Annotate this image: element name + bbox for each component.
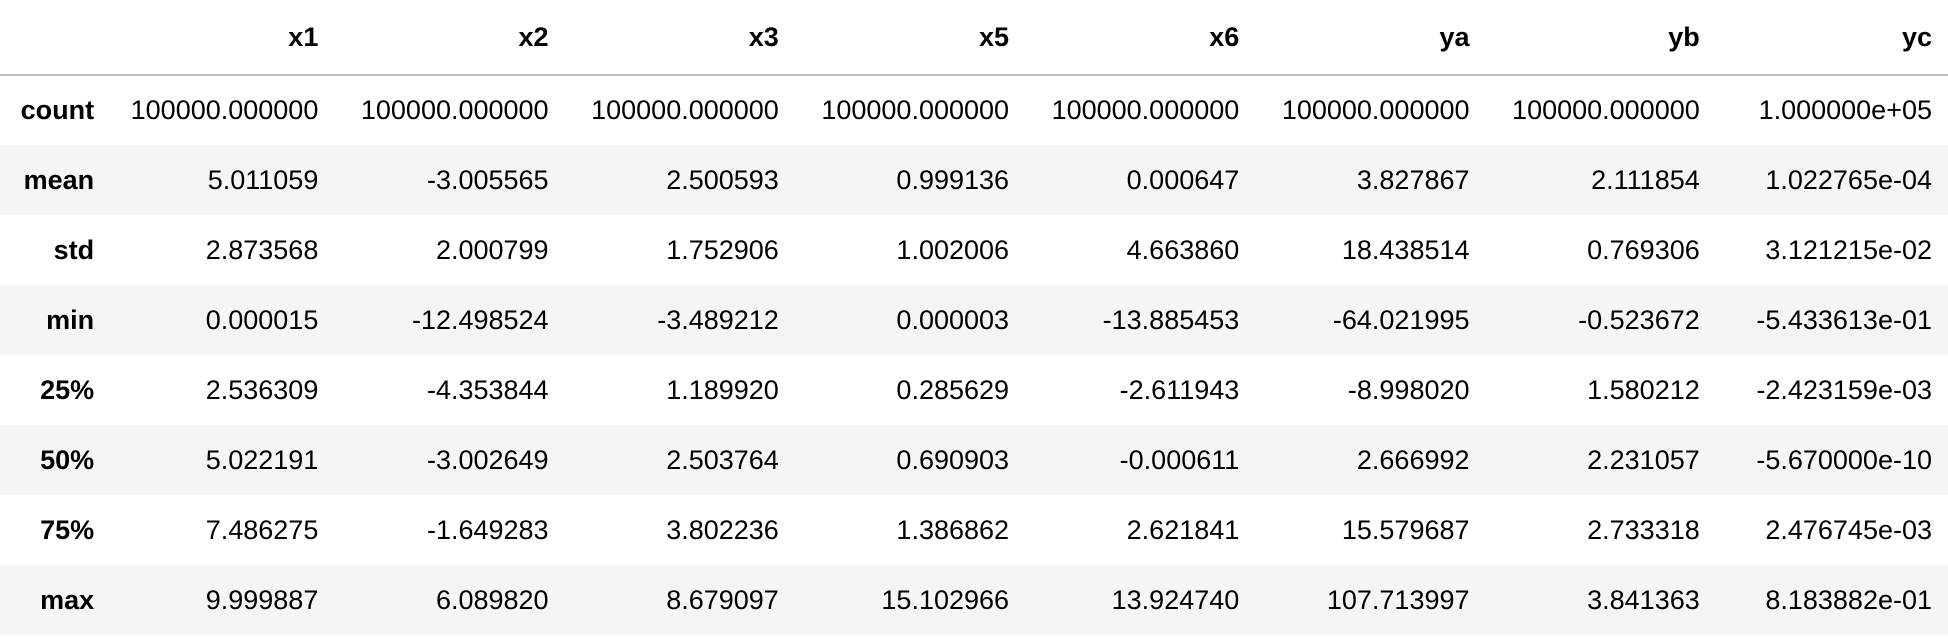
- table-cell: 1.000000e+05: [1758, 95, 1932, 125]
- table-cell: 2.733318: [1587, 514, 1700, 545]
- table-cell: 0.000647: [1126, 164, 1240, 195]
- table-cell: 1.002006: [896, 234, 1010, 265]
- row-label: count: [20, 95, 95, 125]
- table-cell: -64.021995: [1332, 304, 1470, 335]
- table-cell: 13.924740: [1111, 584, 1240, 615]
- table-row: max 9.999887 6.089820 8.679097 15.102966…: [0, 565, 1948, 635]
- table-cell: 8.183882e-01: [1765, 584, 1932, 615]
- table-cell: -5.433613e-01: [1756, 304, 1932, 335]
- table-cell: 1.022765e-04: [1765, 164, 1932, 195]
- table-row: min 0.000015 -12.498524 -3.489212 0.0000…: [0, 285, 1948, 355]
- table-row: count 100000.000000 100000.000000 100000…: [0, 75, 1948, 145]
- table-cell: -3.489212: [657, 304, 779, 335]
- table-row: mean 5.011059 -3.005565 2.500593 0.99913…: [0, 145, 1948, 215]
- table-row: 25% 2.536309 -4.353844 1.189920 0.285629…: [0, 355, 1948, 425]
- table-cell: 15.579687: [1341, 514, 1470, 545]
- table-cell: 0.769306: [1587, 234, 1700, 265]
- table-cell: 2.873568: [205, 234, 319, 265]
- table-cell: 1.189920: [666, 374, 779, 405]
- table-cell: 100000.000000: [591, 95, 779, 125]
- table-cell: -2.423159e-03: [1756, 374, 1932, 405]
- table-cell: 1.752906: [666, 234, 779, 265]
- table-cell: -3.005565: [426, 164, 549, 195]
- table-cell: 0.690903: [896, 444, 1010, 475]
- table-cell: -4.353844: [426, 374, 549, 405]
- table-cell: 2.500593: [666, 164, 779, 195]
- table-cell: 100000.000000: [1512, 95, 1700, 125]
- table-cell: 5.011059: [207, 164, 319, 195]
- table-cell: 2.000799: [435, 234, 549, 265]
- row-label: max: [40, 584, 95, 615]
- column-header: ya: [1259, 0, 1490, 76]
- table-cell: -0.523672: [1578, 304, 1700, 335]
- table-cell: -2.611943: [1119, 374, 1240, 405]
- table-cell: 18.438514: [1341, 234, 1470, 265]
- table-cell: 107.713997: [1326, 584, 1470, 615]
- table-cell: -8.998020: [1347, 374, 1470, 405]
- table-cell: 4.663860: [1126, 234, 1240, 265]
- table-cell: 9.999887: [205, 584, 319, 615]
- table-cell: 2.621841: [1126, 514, 1240, 545]
- table-cell: 100000.000000: [1281, 95, 1470, 125]
- table-row: std 2.873568 2.000799 1.752906 1.002006 …: [0, 215, 1948, 285]
- table-cell: 8.679097: [666, 584, 779, 615]
- row-label: 25%: [40, 374, 95, 405]
- row-label: 50%: [40, 444, 95, 475]
- table-cell: 0.999136: [896, 164, 1010, 195]
- column-header: yc: [1719, 0, 1948, 76]
- column-header: yb: [1489, 0, 1720, 76]
- table-cell: 1.580212: [1587, 374, 1700, 405]
- table-cell: 3.841363: [1587, 584, 1700, 615]
- table-cell: -0.000611: [1119, 444, 1240, 475]
- table-cell: 2.536309: [205, 374, 319, 405]
- table-cell: 6.089820: [435, 584, 549, 615]
- table-row: 75% 7.486275 -1.649283 3.802236 1.386862…: [0, 495, 1948, 565]
- column-header: x3: [568, 0, 799, 76]
- table-cell: 0.000003: [896, 304, 1010, 335]
- column-header: x1: [108, 0, 339, 76]
- table-cell: 2.476745e-03: [1765, 514, 1932, 545]
- table-cell: 2.231057: [1587, 444, 1700, 475]
- table-cell: -3.002649: [426, 444, 549, 475]
- table-row: 50% 5.022191 -3.002649 2.503764 0.690903…: [0, 425, 1948, 495]
- table-cell: 100000.000000: [130, 95, 319, 125]
- table-cell: 2.666992: [1356, 444, 1470, 475]
- row-label: min: [46, 304, 95, 335]
- table-cell: 7.486275: [205, 514, 319, 545]
- column-header: x6: [1029, 0, 1260, 76]
- table-cell: -13.885453: [1102, 304, 1240, 335]
- table-cell: 100000.000000: [1051, 95, 1240, 125]
- table-cell: 3.121215e-02: [1765, 234, 1932, 265]
- table-cell: 15.102966: [881, 584, 1010, 615]
- column-header: x5: [798, 0, 1030, 76]
- column-header: x2: [338, 0, 569, 76]
- header-row: x1 x2 x3 x5 x6 ya yb yc: [0, 0, 1948, 76]
- table-cell: -1.649283: [426, 514, 549, 545]
- table-cell: 5.022191: [205, 444, 319, 475]
- table-body: count 100000.000000 100000.000000 100000…: [0, 75, 1948, 635]
- row-label: mean: [23, 164, 95, 195]
- table-cell: 100000.000000: [821, 95, 1010, 125]
- row-label: std: [53, 234, 95, 265]
- row-label: 75%: [40, 514, 95, 545]
- table-cell: 2.503764: [666, 444, 779, 475]
- table-cell: 0.000015: [205, 304, 319, 335]
- table-cell: 3.802236: [666, 514, 779, 545]
- table-cell: 1.386862: [896, 514, 1010, 545]
- table-cell: 100000.000000: [360, 95, 549, 125]
- table-cell: 3.827867: [1356, 164, 1470, 195]
- table-cell: 2.111854: [1591, 164, 1700, 195]
- table-cell: 0.285629: [896, 374, 1010, 405]
- table-cell: -12.498524: [411, 304, 549, 335]
- table-cell: -5.670000e-10: [1756, 444, 1932, 475]
- index-header: [0, 0, 109, 76]
- table-header: x1 x2 x3 x5 x6 ya yb yc: [0, 0, 1948, 76]
